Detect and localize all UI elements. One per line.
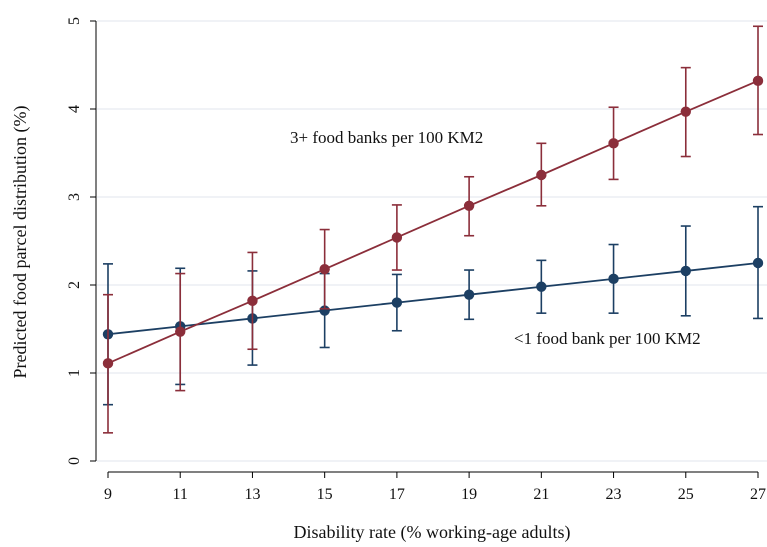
y-tick-label: 5	[66, 17, 83, 25]
data-point	[680, 265, 691, 277]
data-point	[102, 358, 114, 369]
y-tick-label: 3	[66, 193, 83, 201]
series-1	[102, 25, 764, 434]
data-point	[175, 326, 186, 337]
x-axis-title: Disability rate (% working-age adults)	[294, 522, 571, 543]
data-point	[752, 75, 764, 87]
series-line	[107, 80, 759, 365]
data-point	[319, 263, 330, 275]
x-tick-label: 27	[750, 486, 766, 503]
series-line	[107, 262, 759, 336]
data-point	[463, 289, 475, 300]
axes	[95, 21, 758, 473]
data-point	[752, 257, 764, 269]
y-tick-label: 0	[66, 457, 83, 465]
x-tick-label: 19	[461, 486, 477, 503]
data-point	[536, 281, 547, 292]
annotation-high-density: 3+ food banks per 100 KM2	[290, 128, 483, 147]
x-tick-label: 13	[244, 486, 260, 503]
y-tick-label: 1	[66, 369, 83, 377]
y-tick-label: 2	[66, 281, 83, 289]
gridlines	[97, 20, 767, 462]
data-point	[391, 232, 403, 243]
annotation-low-density: <1 food bank per 100 KM2	[514, 329, 701, 348]
x-tick-label: 23	[606, 486, 622, 503]
data-point	[608, 138, 619, 149]
x-tick-label: 17	[389, 486, 405, 503]
data-point	[463, 200, 475, 211]
x-tick-label: 9	[104, 486, 112, 503]
y-axis-title: Predicted food parcel distribution (%)	[10, 106, 31, 379]
series-0	[102, 205, 764, 406]
x-tick-label: 21	[533, 486, 549, 503]
y-tick-label: 4	[66, 105, 83, 113]
data-point	[247, 295, 258, 307]
data-point	[391, 297, 403, 308]
x-tick-label: 25	[678, 486, 694, 503]
x-tick-label: 15	[317, 486, 333, 503]
data-point	[319, 305, 330, 316]
x-tick-label: 11	[173, 486, 188, 503]
data-point	[536, 169, 547, 181]
data-point	[680, 106, 691, 117]
series-marks	[102, 25, 764, 434]
data-point	[608, 273, 619, 285]
